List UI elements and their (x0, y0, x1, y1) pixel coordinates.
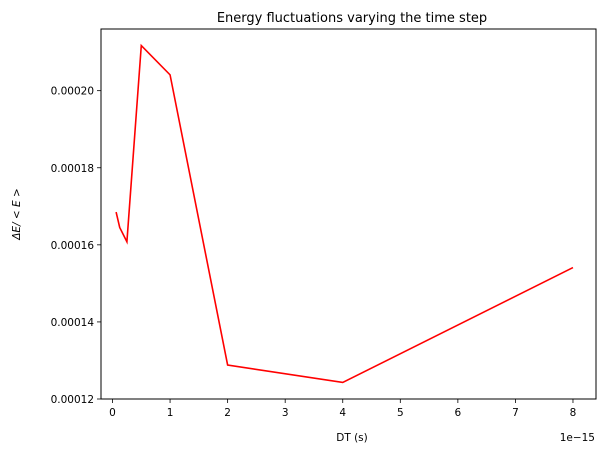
y-tick-label: 0.00018 (51, 163, 94, 175)
x-tick-label: 1 (167, 407, 174, 419)
x-tick-label: 2 (224, 407, 231, 419)
series-line-0 (115, 43, 574, 384)
y-tick-label: 0.00016 (51, 240, 95, 252)
x-tick-label: 3 (282, 407, 289, 419)
x-axis-offset-label: 1e−15 (560, 432, 595, 444)
x-tick-label: 7 (512, 407, 519, 419)
plot-area (115, 43, 574, 384)
x-tick-label: 5 (397, 407, 404, 419)
plot-frame (100, 28, 597, 400)
x-axis-ticks: 0 1 2 3 4 5 6 7 8 (109, 399, 576, 419)
x-tick-label: 8 (570, 407, 577, 419)
y-tick-label: 0.00020 (51, 86, 94, 98)
y-tick-label: 0.00012 (51, 394, 94, 406)
x-axis-label: DT (s) (336, 432, 368, 444)
x-tick-label: 0 (109, 407, 116, 419)
y-axis-ticks: 0.00012 0.00014 0.00016 0.00018 0.00020 (51, 86, 101, 406)
x-tick-label: 6 (455, 407, 462, 419)
y-tick-label: 0.00014 (51, 317, 95, 329)
x-tick-label: 4 (339, 407, 346, 419)
chart-title: Energy fluctuations varying the time ste… (217, 11, 487, 26)
y-axis-label: ΔE/ < E > (11, 188, 23, 241)
